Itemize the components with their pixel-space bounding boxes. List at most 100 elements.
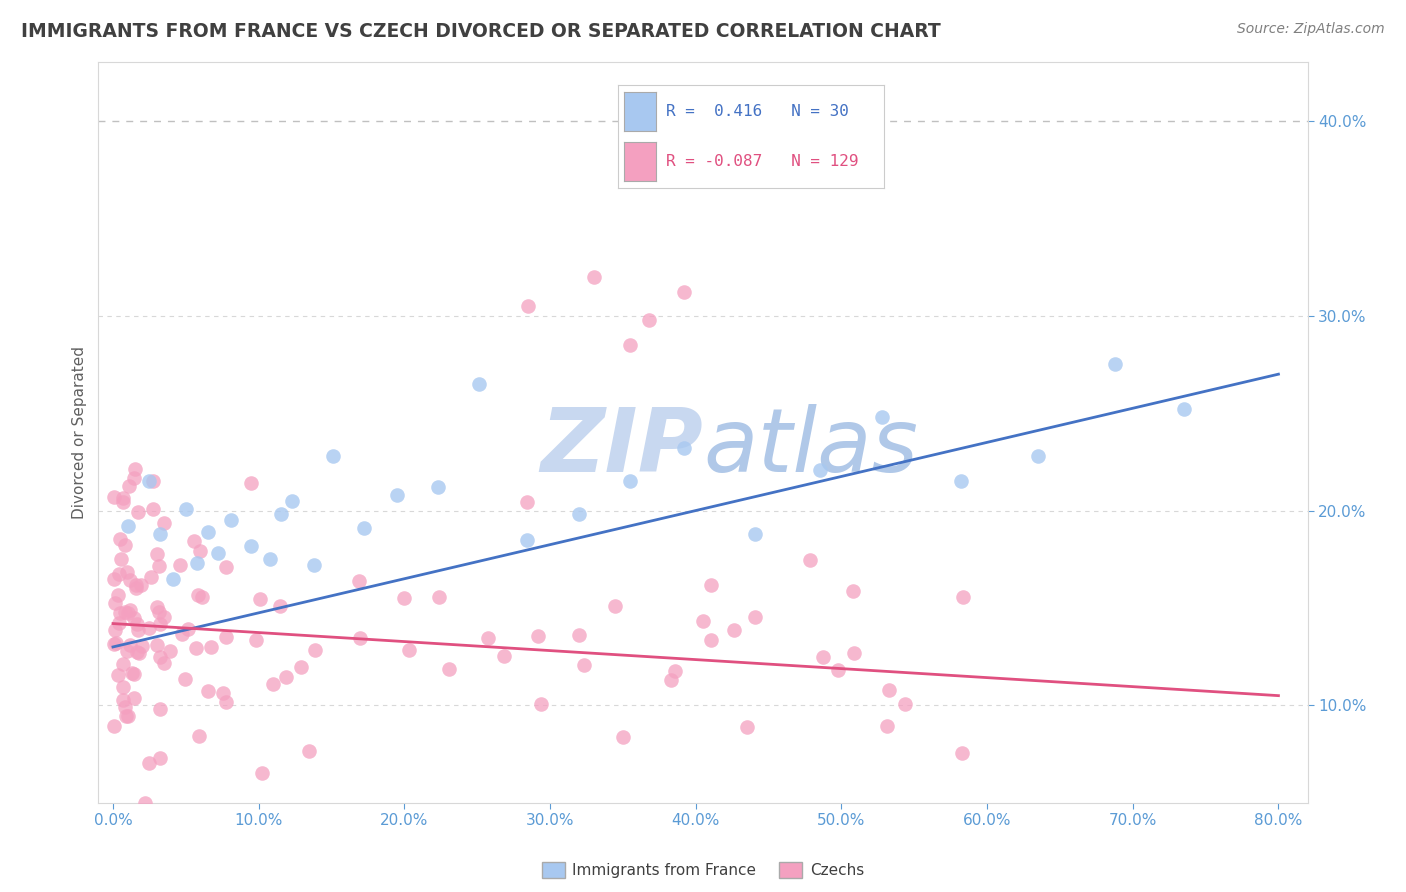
Point [108, 615, 131, 630]
Point [114, 699, 136, 714]
Legend: Immigrants from France, Czechs: Immigrants from France, Czechs [536, 855, 870, 884]
Point [1173, 402, 1195, 417]
Y-axis label: Divorced or Separated: Divorced or Separated [72, 346, 87, 519]
Point [582, 269, 605, 284]
Point [212, 686, 235, 700]
Point [262, 677, 284, 691]
Point [146, 638, 169, 652]
Point [841, 583, 863, 598]
Point [110, 551, 132, 566]
Point [129, 578, 152, 592]
Point [827, 663, 849, 677]
Point [118, 639, 141, 653]
Point [114, 538, 136, 552]
Point [664, 664, 686, 678]
Point [240, 539, 263, 553]
Point [673, 441, 696, 455]
Point [219, 513, 242, 527]
Point [842, 646, 865, 660]
Point [117, 708, 139, 723]
Point [107, 588, 129, 602]
Point [467, 376, 489, 391]
Point [530, 697, 553, 711]
Point [526, 629, 548, 643]
Point [894, 698, 917, 712]
Point [128, 646, 150, 660]
Point [117, 644, 139, 658]
Point [142, 474, 165, 488]
Point [162, 572, 184, 586]
Point [477, 631, 499, 645]
Point [744, 609, 766, 624]
Point [118, 479, 141, 493]
Point [281, 493, 304, 508]
Point [105, 636, 128, 650]
Point [186, 556, 208, 570]
Point [276, 669, 298, 683]
Point [125, 644, 148, 658]
Point [153, 610, 176, 624]
Point [110, 607, 132, 621]
Point [290, 659, 312, 673]
Text: Source: ZipAtlas.com: Source: ZipAtlas.com [1237, 22, 1385, 37]
Point [104, 623, 127, 637]
Point [605, 599, 627, 613]
Point [197, 684, 219, 698]
Point [148, 650, 170, 665]
Point [347, 574, 370, 588]
Point [122, 471, 145, 485]
Point [877, 682, 900, 697]
Point [392, 591, 415, 606]
Point [699, 578, 721, 592]
Point [142, 501, 165, 516]
Point [568, 508, 591, 522]
Point [148, 606, 170, 620]
Point [148, 558, 170, 573]
Point [187, 588, 209, 602]
Point [146, 547, 169, 561]
Point [152, 516, 174, 530]
Point [104, 596, 127, 610]
Point [149, 616, 172, 631]
Point [197, 524, 219, 539]
Point [250, 766, 273, 780]
Point [245, 632, 267, 647]
Point [111, 657, 134, 672]
Point [173, 672, 195, 686]
Point [1026, 449, 1049, 463]
Point [612, 730, 634, 744]
Point [429, 590, 451, 604]
Point [103, 490, 125, 504]
Point [439, 662, 461, 676]
Point [122, 667, 145, 681]
Point [149, 527, 172, 541]
Point [426, 480, 449, 494]
Point [138, 621, 160, 635]
Point [122, 610, 145, 624]
Point [103, 637, 125, 651]
Point [121, 666, 143, 681]
Point [159, 644, 181, 658]
Point [353, 521, 375, 535]
Point [148, 750, 170, 764]
Point [115, 565, 138, 579]
Point [952, 590, 974, 604]
Point [172, 626, 194, 640]
Point [118, 603, 141, 617]
Point [240, 475, 263, 490]
Point [638, 312, 661, 326]
Point [111, 495, 134, 509]
Point [125, 617, 148, 632]
Point [249, 591, 271, 606]
Point [302, 558, 325, 573]
Point [215, 560, 238, 574]
Point [117, 519, 139, 533]
Point [141, 570, 163, 584]
Point [735, 720, 758, 734]
Point [177, 622, 200, 636]
Point [108, 532, 131, 546]
Point [304, 643, 326, 657]
Point [349, 631, 371, 645]
Point [122, 690, 145, 705]
Text: ZIP: ZIP [540, 404, 703, 491]
